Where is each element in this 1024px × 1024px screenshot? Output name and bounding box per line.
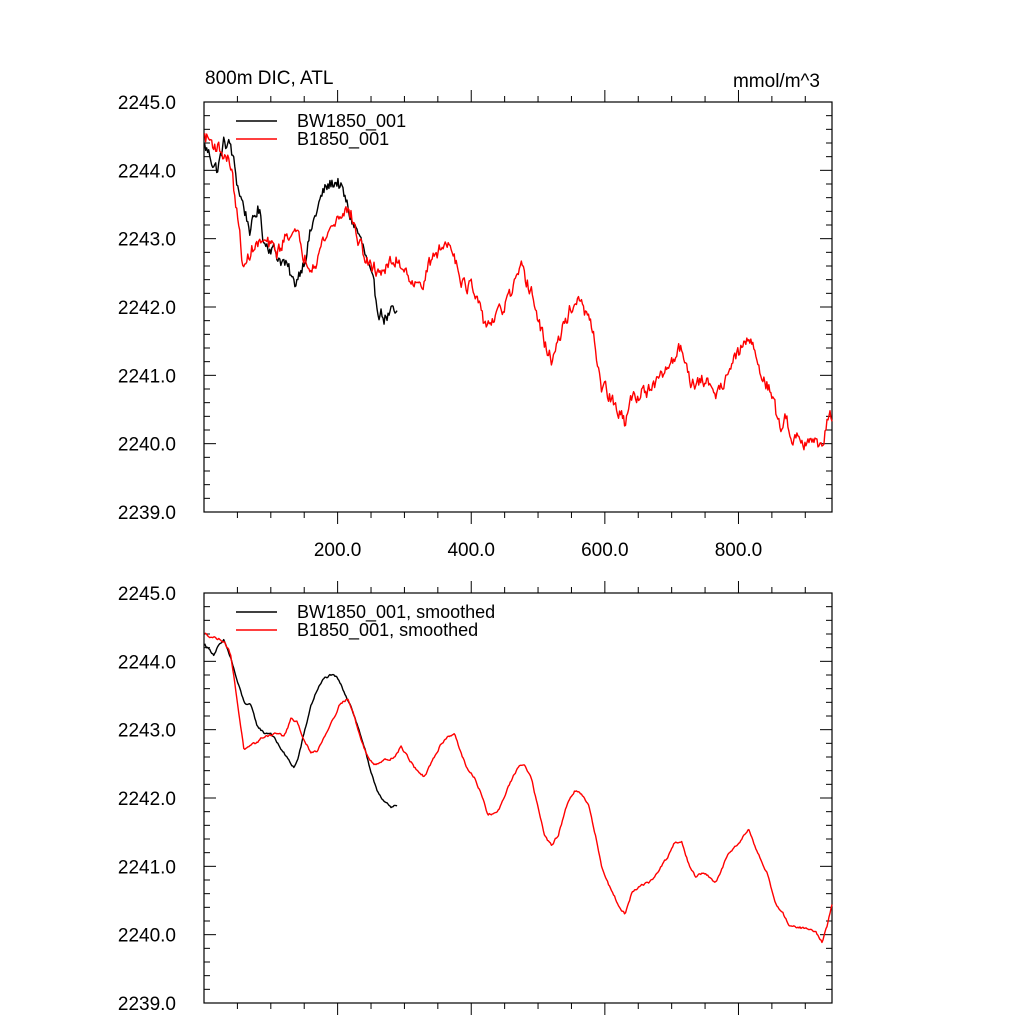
y-tick-label: 2242.0 — [118, 789, 176, 810]
x-tick-label: 600.0 — [581, 540, 629, 561]
series-line-1 — [203, 133, 833, 451]
y-tick-label: 2239.0 — [118, 994, 176, 1015]
legend-label: B1850_001 — [297, 129, 389, 150]
legend-label: B1850_001, smoothed — [297, 620, 478, 641]
top-chart-panel: 800m DIC, ATL mmol/m^3 2239.0 2240.0 2241.… — [118, 68, 833, 561]
bottom-chart-axes: 2239.0 2240.0 2241.0 2242.0 2243.0 2244.0 2245… — [118, 581, 833, 1015]
series-line-1 — [204, 632, 833, 944]
legend-label: BW1850_001, smoothed — [297, 602, 495, 623]
top-chart-series — [203, 133, 833, 451]
y-tick-label: 2244.0 — [118, 652, 176, 673]
legend-label: BW1850_001 — [297, 111, 406, 132]
y-tick-label: 2241.0 — [118, 366, 176, 387]
y-tick-label: 2240.0 — [118, 926, 176, 947]
top-chart-axes: 2239.0 2240.0 2241.0 2242.0 2243.0 2244.0 2245… — [118, 90, 833, 561]
series-line-0 — [203, 136, 398, 325]
y-tick-label: 2245.0 — [118, 93, 176, 114]
x-tick-label: 400.0 — [447, 540, 495, 561]
y-tick-label: 2245.0 — [118, 584, 176, 605]
plot-frame — [203, 101, 833, 513]
x-tick-label: 200.0 — [314, 540, 362, 561]
chart-title: 800m DIC, ATL — [205, 68, 333, 89]
bottom-chart-panel: 2239.0 2240.0 2241.0 2242.0 2243.0 2244.0 2245… — [118, 581, 833, 1015]
y-tick-label: 2239.0 — [118, 503, 176, 524]
bottom-chart-series — [204, 632, 833, 944]
y-tick-label: 2243.0 — [118, 721, 176, 742]
y-tick-label: 2243.0 — [118, 230, 176, 251]
y-tick-label: 2242.0 — [118, 298, 176, 319]
series-line-0 — [204, 638, 398, 809]
chart-units: mmol/m^3 — [733, 71, 820, 92]
y-tick-label: 2240.0 — [118, 435, 176, 456]
plot-frame — [203, 592, 833, 1004]
x-tick-label: 800.0 — [715, 540, 763, 561]
y-tick-label: 2244.0 — [118, 161, 176, 182]
y-tick-label: 2241.0 — [118, 857, 176, 878]
